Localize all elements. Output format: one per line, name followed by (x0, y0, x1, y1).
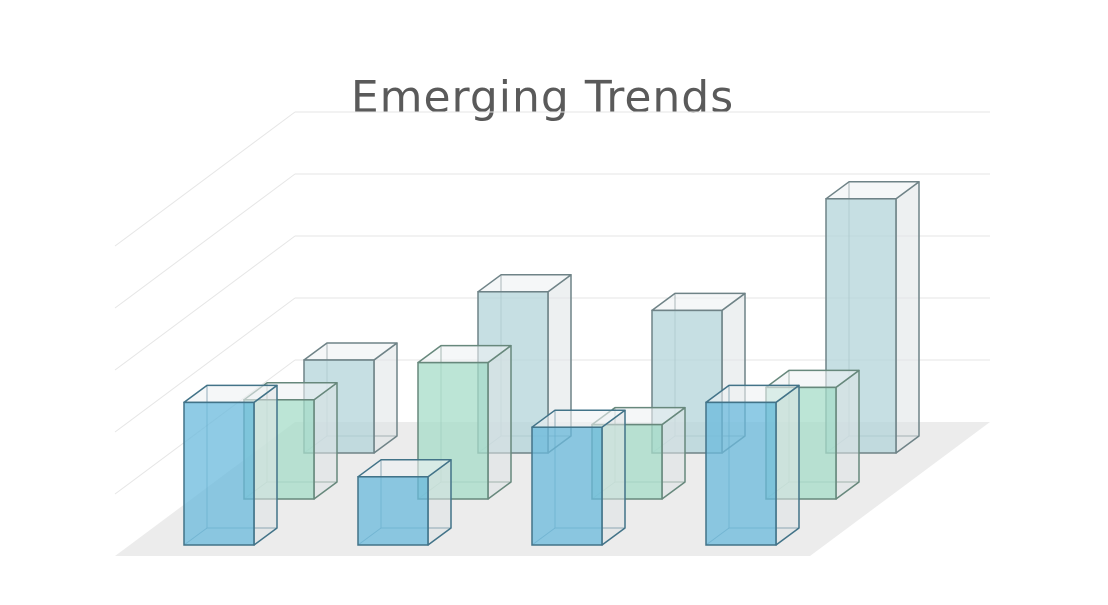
gridline-side (114, 173, 296, 309)
bars (183, 181, 920, 546)
chart-title: Emerging Trends (350, 72, 735, 123)
bar-series1-cat3 (531, 409, 626, 546)
gridline-side (114, 235, 296, 371)
bar-series1-cat2 (357, 459, 452, 546)
gridline-side (114, 111, 296, 247)
bar-series1-cat4 (705, 384, 800, 546)
bar-series3-cat4 (825, 181, 920, 454)
gridline-side (114, 297, 296, 433)
bar-series1-cat1 (183, 384, 278, 546)
